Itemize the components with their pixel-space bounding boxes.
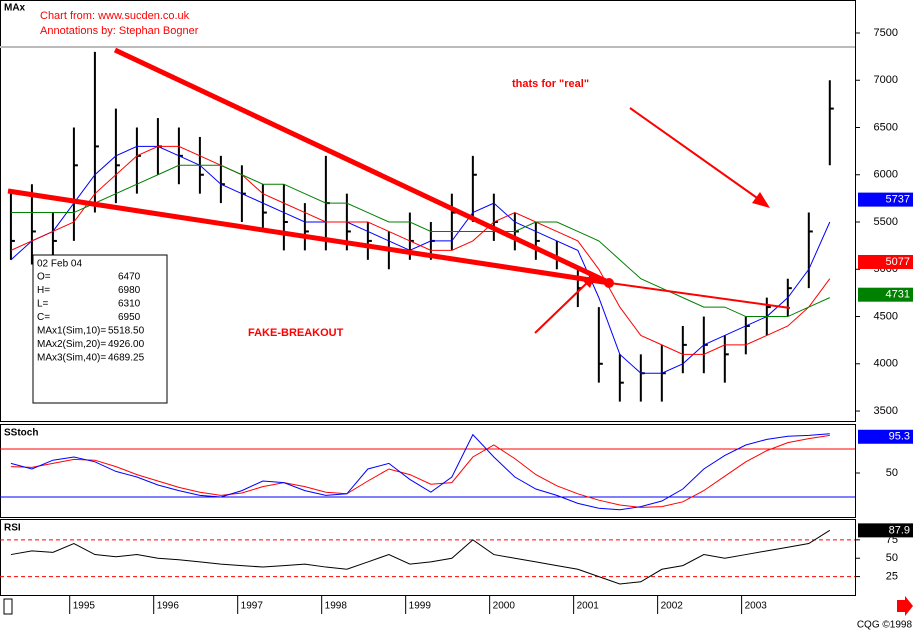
info-value: 6310 xyxy=(118,299,141,310)
series-line xyxy=(10,145,831,355)
info-box xyxy=(32,254,168,404)
y-tick-label: 7000 xyxy=(874,74,898,86)
panel-title: RSI xyxy=(4,523,21,534)
series-line xyxy=(10,529,831,585)
trend-line xyxy=(7,188,611,286)
scroll-arrow[interactable] xyxy=(897,596,913,616)
y-tick-label: 50 xyxy=(886,552,898,564)
arrow-head xyxy=(752,192,770,208)
x-tick-label: 2001 xyxy=(577,601,600,612)
arrow xyxy=(534,279,591,334)
stoch-panel xyxy=(0,424,856,518)
y-tick-label: 25 xyxy=(886,571,898,583)
y-tick-label: 3500 xyxy=(874,405,898,417)
info-value: 4926.00 xyxy=(108,339,145,350)
info-value: 4689.25 xyxy=(108,353,145,364)
last-value-box xyxy=(858,254,913,269)
x-tick-label: 1995 xyxy=(73,601,96,612)
trend-line xyxy=(113,47,612,286)
x-tick-label: 1998 xyxy=(325,601,348,612)
footer: CQG ©1998 xyxy=(857,620,913,631)
marks: MAx3500400045005000550060006500700075005… xyxy=(0,3,913,614)
x-tick-label: 2000 xyxy=(493,601,516,612)
info-rows: O= 6470 H= 6980 L= 6310 C= 6950 MAx1(Sim,10)= 551… xyxy=(37,272,145,364)
info-label: L= xyxy=(37,299,49,310)
scroll-box xyxy=(3,598,13,615)
last-value-label: 4731 xyxy=(886,289,910,301)
arrow-head xyxy=(582,274,596,288)
info-value: 6980 xyxy=(118,285,141,296)
annotation: thats for "real" xyxy=(512,78,589,90)
series-line xyxy=(10,433,830,511)
y-tick-label: 5500 xyxy=(874,216,898,228)
series-line xyxy=(10,164,831,318)
arrow xyxy=(629,107,761,201)
rsi-panel xyxy=(0,519,856,596)
x-tick-label: 1996 xyxy=(157,601,180,612)
last-value-label: 87.9 xyxy=(889,524,910,536)
info-value: 6470 xyxy=(118,272,141,283)
y-tick-label: 4500 xyxy=(874,310,898,322)
series-line xyxy=(10,434,830,508)
trend-line xyxy=(609,282,791,309)
info-label: MAx3(Sim,40)= xyxy=(37,353,106,364)
info-date: 02 Feb 04 xyxy=(37,259,82,270)
last-value-label: 5737 xyxy=(886,194,910,206)
info-label: MAx2(Sim,20)= xyxy=(37,339,106,350)
last-value-label: 5077 xyxy=(886,256,910,268)
x-tick-label: 1999 xyxy=(409,601,432,612)
y-tick-label: 50 xyxy=(886,467,898,479)
last-value-box xyxy=(858,192,913,207)
y-tick-label: 7500 xyxy=(874,27,898,39)
last-value-box xyxy=(858,287,913,302)
breakout-point xyxy=(604,278,614,288)
info-label: MAx1(Sim,10)= xyxy=(37,326,106,337)
x-tick-label: 1997 xyxy=(241,601,264,612)
author-note: Annotations by: Stephan Bogner xyxy=(40,25,199,37)
panel-title: SStoch xyxy=(4,428,38,439)
info-label: H= xyxy=(37,285,50,296)
y-tick-label: 6000 xyxy=(874,169,898,181)
last-value-label: 95.3 xyxy=(889,431,910,443)
last-value-box xyxy=(858,429,913,444)
info-label: O= xyxy=(37,272,51,283)
price-panel xyxy=(0,0,856,422)
info-value: 5518.50 xyxy=(108,326,145,337)
last-value-box xyxy=(858,523,913,538)
x-tick-label: 2002 xyxy=(661,601,684,612)
y-tick-label: 6500 xyxy=(874,121,898,133)
info-value: 6950 xyxy=(118,312,141,323)
x-tick-label: 2003 xyxy=(745,601,768,612)
source-note: Chart from: www.sucden.co.uk xyxy=(40,10,190,22)
y-tick-label: 4000 xyxy=(874,358,898,370)
panel-title: MAx xyxy=(4,3,26,14)
annotation: FAKE-BREAKOUT xyxy=(248,327,344,339)
info-label: C= xyxy=(37,312,50,323)
